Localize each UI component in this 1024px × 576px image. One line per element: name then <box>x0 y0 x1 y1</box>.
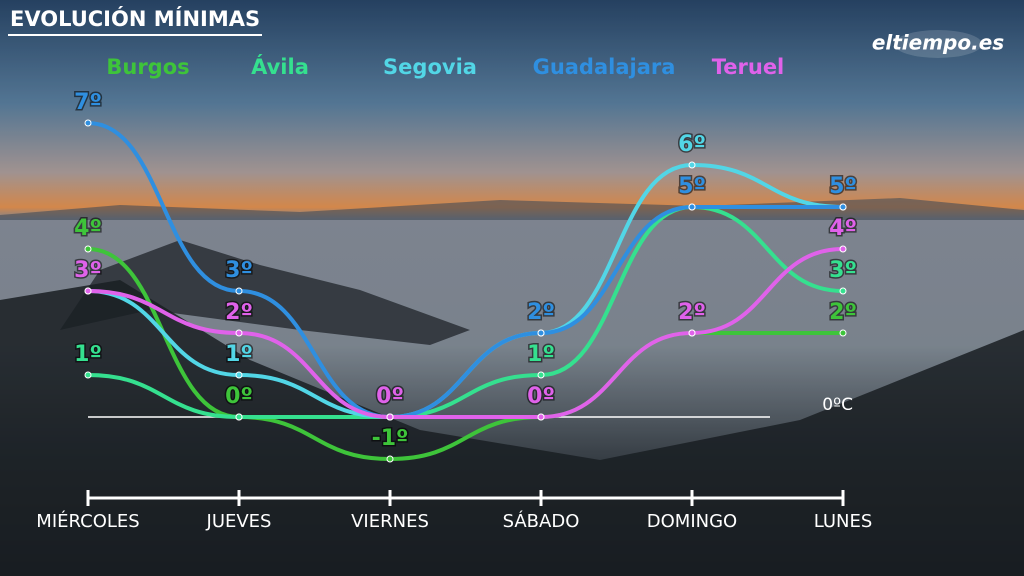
x-tick-label: JUEVES <box>206 511 272 532</box>
point <box>235 413 243 421</box>
value-label: 5º <box>678 174 706 199</box>
point <box>84 287 92 295</box>
point <box>84 371 92 379</box>
value-label: 0º <box>527 384 555 409</box>
horizon <box>0 198 1024 220</box>
zero-line-label: 0ºC <box>822 395 853 415</box>
value-label: 6º <box>678 132 706 157</box>
value-label: 1º <box>74 342 102 367</box>
chart-title: EVOLUCIÓN MÍNIMAS <box>10 6 260 31</box>
point <box>839 203 847 211</box>
value-label: 0º <box>225 384 253 409</box>
value-label: 5º <box>829 174 857 199</box>
point <box>688 203 696 211</box>
value-label: -1º <box>372 426 409 451</box>
point <box>235 287 243 295</box>
x-tick-label: SÁBADO <box>503 510 580 532</box>
value-label: 1º <box>527 342 555 367</box>
logo-cloud <box>894 30 982 58</box>
value-label: 2º <box>225 300 253 325</box>
plot: 0ºC MIÉRCOLES JUEVES VIERNES SÁBADO DOMINGO LU… <box>36 54 872 532</box>
legend-entry: Teruel <box>712 55 785 79</box>
series-line <box>87 204 844 420</box>
point <box>688 161 696 169</box>
point <box>839 245 847 253</box>
legend-entry: Guadalajara <box>533 55 676 79</box>
x-tick-label: DOMINGO <box>647 511 737 532</box>
value-label: 3º <box>74 258 102 283</box>
logo: eltiempo.es <box>872 31 1004 55</box>
point <box>235 329 243 337</box>
point <box>235 371 243 379</box>
value-label: 1º <box>225 342 253 367</box>
value-label: 4º <box>829 216 857 241</box>
legend-entry: Burgos <box>106 55 189 79</box>
value-label: 2º <box>678 300 706 325</box>
point <box>537 329 545 337</box>
value-label: 4º <box>74 216 102 241</box>
value-label: 3º <box>829 258 857 283</box>
point <box>386 455 394 463</box>
point <box>688 329 696 337</box>
value-label: 3º <box>225 258 253 283</box>
legend-entry: Segovia <box>383 55 477 79</box>
value-label: 0º <box>376 384 404 409</box>
point <box>537 413 545 421</box>
x-tick-label: LUNES <box>814 511 873 532</box>
x-tick-label: VIERNES <box>351 511 429 532</box>
point <box>839 329 847 337</box>
value-label: 2º <box>527 300 555 325</box>
mountain <box>60 240 470 345</box>
value-label: 7º <box>74 90 102 115</box>
point <box>84 245 92 253</box>
point <box>537 371 545 379</box>
value-label: 2º <box>829 300 857 325</box>
point <box>386 413 394 421</box>
point <box>84 119 92 127</box>
forest <box>0 280 1024 576</box>
point <box>839 287 847 295</box>
series-line <box>87 247 844 420</box>
legend-entry: Ávila <box>251 54 309 79</box>
x-tick-label: MIÉRCOLES <box>36 510 139 532</box>
